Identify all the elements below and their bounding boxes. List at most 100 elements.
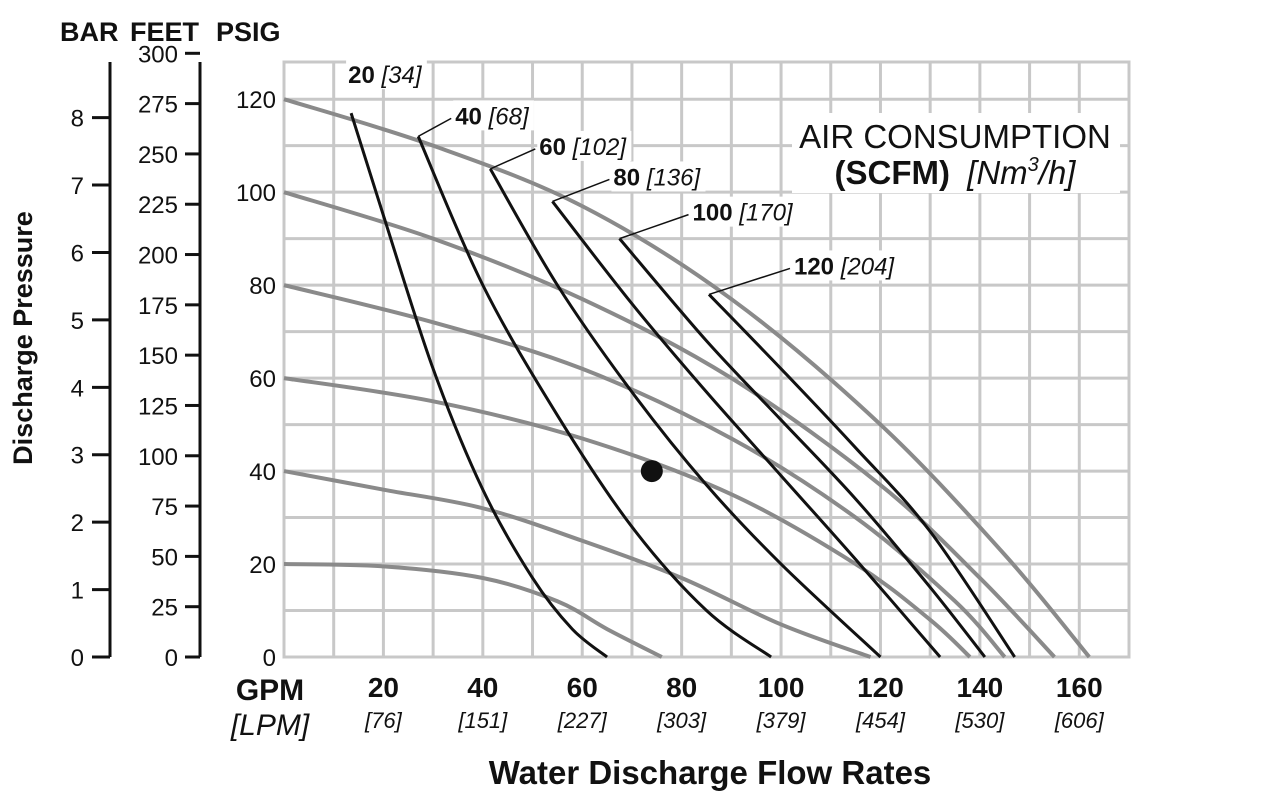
feet-tick-label: 250 [138, 142, 178, 169]
air-consumption-curve [618, 237, 987, 658]
x-tick-label-gpm: 40 [467, 672, 498, 703]
air-label-background [346, 59, 427, 90]
psig-tick-label: 60 [249, 366, 276, 393]
psig-tick-label: 100 [236, 180, 276, 207]
legend-background [792, 113, 1120, 193]
air-consumption-curve [488, 168, 882, 659]
psig-axis-header: PSIG [216, 17, 281, 47]
x-ticks: 20 [76] 40 [151] 60 [227] 80 [303] 100 [379] 120 [4… [364, 672, 1105, 733]
psig-tick-label: 40 [249, 459, 276, 486]
x-tick-label-gpm: 60 [567, 672, 598, 703]
air-series-nm3h: [204] [840, 253, 896, 280]
pump-performance-curve [283, 562, 663, 659]
x-tick-label-gpm: 160 [1056, 672, 1103, 703]
bar-tick-label: 2 [71, 510, 84, 537]
air-series-scfm: 40 [455, 103, 488, 130]
air-consumption-curves [349, 112, 1016, 659]
bar-tick-label: 0 [71, 645, 84, 672]
plot-frame [282, 60, 1131, 659]
legend-unit-nm3h-a: [Nm [966, 154, 1028, 191]
feet-tick-label: 225 [138, 192, 178, 219]
feet-tick-label: 150 [138, 343, 178, 370]
legend-unit-scfm: (SCFM) [835, 154, 950, 191]
air-series-nm3h: [136] [646, 164, 702, 191]
feet-axis-header: FEET [130, 17, 200, 47]
feet-tick-label: 300 [138, 41, 178, 68]
bar-tick-label: 6 [71, 240, 84, 267]
x-tick-label-gpm: 120 [857, 672, 904, 703]
bar-tick-label: 1 [71, 578, 84, 605]
air-series-nm3h: [34] [380, 62, 422, 89]
feet-tick-label: 75 [151, 494, 178, 521]
x-axis-title: Water Discharge Flow Rates [489, 754, 932, 791]
x-tick-label-lpm: [530] [954, 708, 1005, 733]
bar-axis-header: BAR [60, 17, 119, 47]
feet-tick-label: 275 [138, 92, 178, 119]
feet-tick-label: 100 [138, 444, 178, 471]
feet-ticks: 0 25 50 75 100 125 150 175 200 225 250 275 300 [138, 41, 200, 672]
air-series-nm3h: [170] [738, 200, 794, 227]
air-label-leader [552, 178, 610, 203]
air-series-scfm: 80 [613, 164, 646, 191]
y-axis-title: Discharge Pressure [8, 211, 38, 465]
legend-title-line-2: (SCFM) [Nm3/h] [835, 154, 1077, 191]
x-tick-label-lpm: [151] [457, 708, 508, 733]
x-unit-label-alt: [LPM] [230, 709, 310, 742]
feet-tick-label: 175 [138, 293, 178, 320]
air-label-leader [619, 213, 689, 240]
air-consumption-curve [416, 135, 772, 659]
air-consumption-curve [551, 200, 942, 658]
psig-ticks: 0 20 40 60 80 100 120 [236, 87, 276, 672]
x-tick-label-lpm: [454] [855, 708, 906, 733]
psig-tick-label: 120 [236, 87, 276, 114]
x-tick-label-lpm: [76] [364, 708, 403, 733]
pump-performance-curve [283, 376, 972, 659]
bar-tick-label: 5 [71, 308, 84, 335]
x-tick-label-lpm: [379] [756, 708, 807, 733]
air-series-scfm: 60 [539, 134, 572, 161]
bar-ticks: 0 1 2 3 4 5 6 7 8 [71, 106, 110, 672]
x-tick-label-gpm: 80 [666, 672, 697, 703]
psig-tick-label: 80 [249, 273, 276, 300]
air-label-background [453, 100, 534, 131]
legend-unit-nm3h-b: /h] [1037, 154, 1077, 191]
x-tick-label-lpm: [606] [1054, 708, 1105, 733]
air-series-scfm: 100 [693, 200, 740, 227]
feet-tick-label: 50 [151, 544, 178, 571]
feet-tick-label: 125 [138, 393, 178, 420]
air-consumption-curve [707, 293, 1016, 658]
x-unit-label: GPM [236, 674, 304, 707]
air-series-scfm: 20 [348, 62, 381, 89]
bar-tick-label: 3 [71, 443, 84, 470]
air-label-background [537, 130, 632, 161]
air-label-leader [708, 267, 791, 296]
air-series-nm3h: [68] [488, 103, 530, 130]
pump-performance-curve [283, 283, 1007, 659]
air-label-background [690, 196, 798, 227]
x-tick-label-gpm: 140 [957, 672, 1004, 703]
air-series-nm3h: [102] [572, 134, 628, 161]
pump-curves [283, 97, 1091, 659]
air-series-label: 60 [102] [539, 134, 627, 161]
pump-performance-curve [283, 469, 872, 659]
air-consumption-labels: 20 [34] 40 [68] 60 [102] 80 [136] 100 [170]1… [346, 59, 900, 296]
air-series-label: 120 [204] [794, 253, 895, 280]
x-tick-label-lpm: [303] [656, 708, 707, 733]
bar-tick-label: 4 [71, 375, 84, 402]
air-label-background [791, 250, 900, 281]
air-label-leader [417, 117, 452, 138]
feet-tick-label: 200 [138, 243, 178, 270]
pump-performance-curve [283, 97, 1091, 659]
pump-performance-curve [283, 190, 1056, 659]
air-series-label: 100 [170] [693, 200, 794, 227]
bar-tick-label: 8 [71, 106, 84, 133]
legend-title-line-1: AIR CONSUMPTION [799, 118, 1111, 155]
air-series-label: 20 [34] [348, 62, 423, 89]
x-tick-label-gpm: 20 [368, 672, 399, 703]
air-label-leader [489, 148, 536, 170]
air-series-label: 40 [68] [455, 103, 530, 130]
x-tick-label-gpm: 100 [758, 672, 805, 703]
air-label-background [611, 161, 706, 192]
operating-point-marker [640, 460, 663, 483]
